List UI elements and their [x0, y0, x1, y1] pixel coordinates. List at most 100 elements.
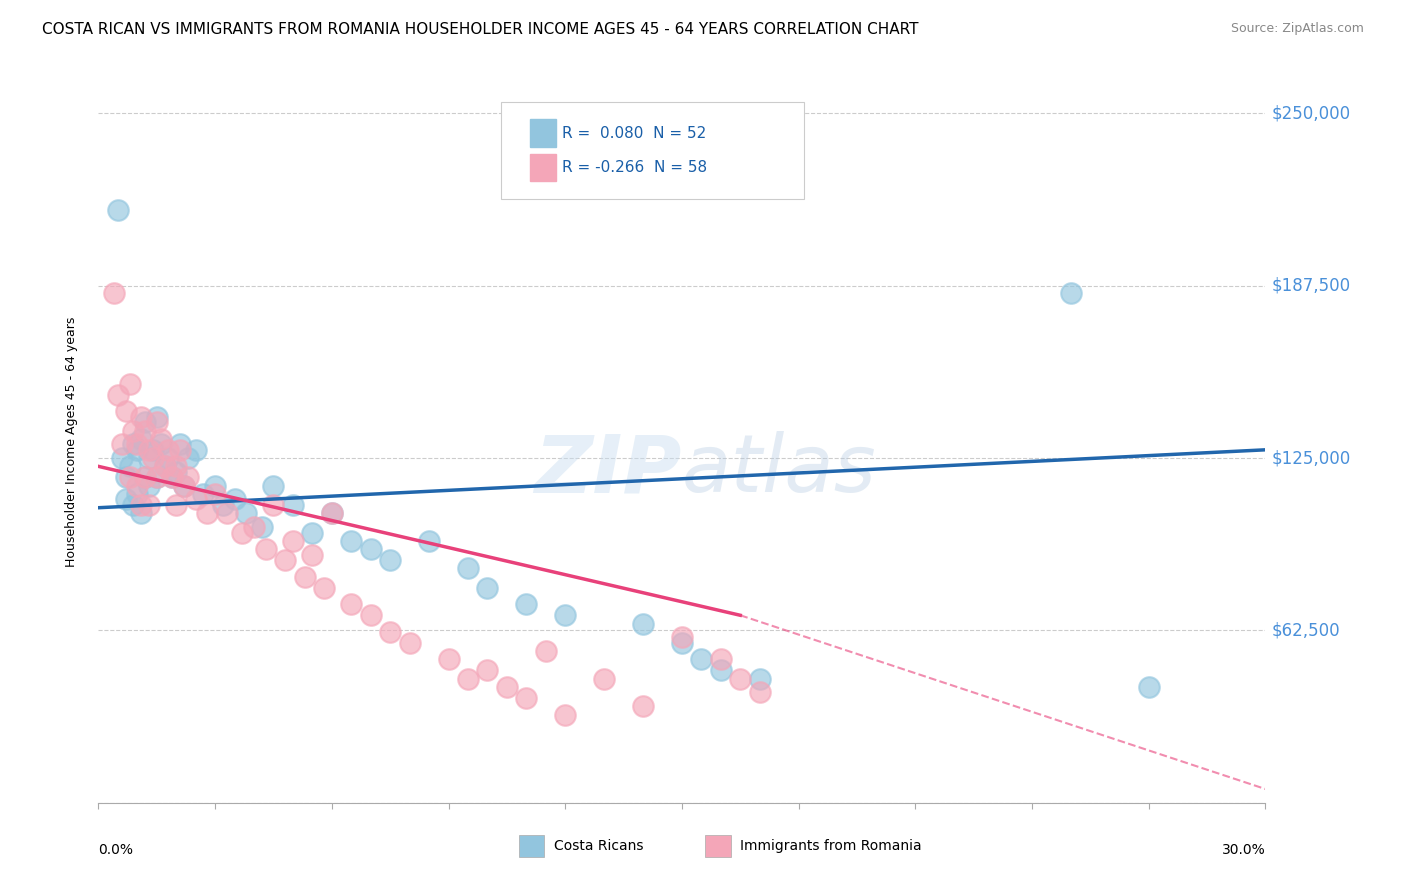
Point: [204, 487, 226, 501]
Point: [122, 498, 145, 512]
FancyBboxPatch shape: [501, 102, 804, 200]
Point: [212, 498, 235, 512]
Point: [111, 437, 134, 451]
Point: [111, 451, 134, 466]
Point: [114, 492, 136, 507]
Point: [671, 631, 693, 645]
Point: [360, 608, 382, 623]
Point: [169, 437, 191, 451]
Point: [142, 442, 165, 457]
Point: [235, 506, 257, 520]
Point: [690, 652, 713, 666]
FancyBboxPatch shape: [530, 120, 555, 147]
Point: [204, 478, 226, 492]
Point: [138, 498, 160, 512]
Text: COSTA RICAN VS IMMIGRANTS FROM ROMANIA HOUSEHOLDER INCOME AGES 45 - 64 YEARS COR: COSTA RICAN VS IMMIGRANTS FROM ROMANIA H…: [42, 22, 918, 37]
Point: [321, 506, 343, 520]
Point: [515, 691, 537, 706]
Point: [360, 542, 382, 557]
Point: [118, 459, 141, 474]
Point: [496, 680, 519, 694]
Point: [215, 506, 238, 520]
Point: [184, 492, 207, 507]
Text: $250,000: $250,000: [1271, 104, 1350, 122]
Text: 30.0%: 30.0%: [1222, 843, 1265, 856]
Point: [554, 608, 576, 623]
Point: [437, 652, 460, 666]
Point: [457, 561, 479, 575]
Point: [173, 478, 195, 492]
Point: [195, 506, 218, 520]
Point: [153, 459, 176, 474]
Point: [593, 672, 616, 686]
Point: [165, 459, 187, 474]
Point: [134, 415, 156, 429]
Point: [127, 442, 149, 457]
Text: Costa Ricans: Costa Ricans: [554, 839, 643, 853]
Point: [274, 553, 297, 567]
Point: [157, 442, 180, 457]
Point: [321, 506, 343, 520]
Point: [710, 652, 733, 666]
Point: [477, 581, 499, 595]
Point: [748, 672, 770, 686]
Point: [153, 459, 176, 474]
Point: [149, 437, 172, 451]
Point: [631, 699, 654, 714]
Point: [224, 492, 246, 507]
Point: [146, 415, 169, 429]
Point: [177, 470, 200, 484]
Point: [122, 424, 145, 438]
Point: [671, 636, 693, 650]
Point: [173, 478, 195, 492]
Point: [340, 533, 363, 548]
Point: [380, 624, 402, 639]
Point: [162, 470, 184, 484]
Point: [157, 451, 180, 466]
Point: [138, 451, 160, 466]
Point: [127, 478, 149, 492]
Point: [398, 636, 420, 650]
Point: [534, 644, 557, 658]
Point: [748, 685, 770, 699]
Point: [193, 487, 215, 501]
Point: [134, 470, 156, 484]
Point: [294, 569, 316, 583]
Point: [250, 520, 273, 534]
Point: [127, 437, 149, 451]
Text: $187,500: $187,500: [1271, 277, 1350, 294]
Point: [515, 597, 537, 611]
Point: [243, 520, 266, 534]
Text: Source: ZipAtlas.com: Source: ZipAtlas.com: [1230, 22, 1364, 36]
Text: R =  0.080  N = 52: R = 0.080 N = 52: [562, 126, 706, 141]
Point: [710, 664, 733, 678]
Point: [162, 470, 184, 484]
Point: [129, 506, 152, 520]
FancyBboxPatch shape: [530, 154, 555, 181]
Y-axis label: Householder Income Ages 45 - 64 years: Householder Income Ages 45 - 64 years: [65, 317, 77, 566]
Point: [146, 470, 169, 484]
Point: [554, 707, 576, 722]
Point: [138, 478, 160, 492]
Point: [114, 470, 136, 484]
Point: [477, 664, 499, 678]
Point: [138, 442, 160, 457]
Point: [107, 202, 129, 217]
Point: [231, 525, 253, 540]
Point: [107, 387, 129, 401]
Point: [262, 478, 284, 492]
Point: [730, 672, 752, 686]
Point: [129, 432, 152, 446]
Point: [118, 470, 141, 484]
Point: [184, 442, 207, 457]
Point: [281, 533, 304, 548]
Point: [103, 285, 125, 300]
Text: atlas: atlas: [682, 432, 877, 509]
Point: [262, 498, 284, 512]
Text: 0.0%: 0.0%: [98, 843, 134, 856]
Point: [118, 376, 141, 391]
Point: [149, 432, 172, 446]
FancyBboxPatch shape: [706, 835, 731, 857]
Point: [142, 451, 165, 466]
Point: [312, 581, 335, 595]
